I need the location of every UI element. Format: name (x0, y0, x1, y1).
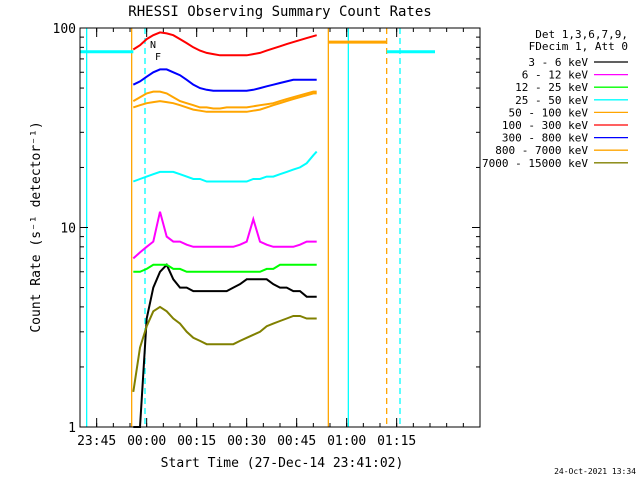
legend-label-6-12-kev: 6 - 12 keV (522, 69, 589, 82)
annotation-f: F (155, 52, 161, 63)
plot-frame (79, 27, 481, 428)
legend-label-12-25-kev: 12 - 25 keV (515, 81, 588, 94)
series-line-800-7000-kev (132, 92, 317, 113)
x-tick-label: 00:00 (127, 434, 166, 449)
x-axis-ticks: 23:45 00:00 00:15 00:30 00:45 01:00 01:15 (77, 28, 481, 449)
legend-label-300-800-kev: 300 - 800 keV (502, 132, 588, 145)
y-axis-label: Count Rate (s⁻¹ detector⁻¹) (29, 121, 44, 332)
legend: Det 1,3,6,7,9,FDecim 1, Att 0 3 - 6 keV6 … (482, 28, 628, 170)
series-line-100-300-kev (132, 31, 317, 57)
series-line-3-6-kev (133, 263, 317, 428)
x-tick-label: 01:15 (377, 434, 416, 449)
series-line-6-12-kev (132, 211, 317, 260)
timestamp: 24-Oct-2021 13:34 (554, 467, 636, 476)
y-tick-label: 10 (60, 222, 76, 237)
y-axis-ticks: 1 10 100 (53, 22, 480, 436)
legend-label-3-6-kev: 3 - 6 keV (528, 56, 588, 69)
legend-label-50-100-kev: 50 - 100 keV (509, 106, 589, 119)
chart-title: RHESSI Observing Summary Count Rates (128, 4, 431, 20)
legend-label-100-300-kev: 100 - 300 keV (502, 119, 588, 132)
y-tick-label: 100 (53, 22, 76, 37)
legend-header: Det 1,3,6,7,9, (535, 28, 628, 41)
x-tick-label: 23:45 (77, 434, 116, 449)
x-tick-label: 01:00 (327, 434, 366, 449)
series-line-7000-15000-kev (132, 305, 317, 393)
legend-label-25-50-kev: 25 - 50 keV (515, 94, 588, 107)
legend-label-7000-15000-kev: 7000 - 15000 keV (482, 157, 588, 170)
x-tick-label: 00:30 (227, 434, 266, 449)
series-line-12-25-kev (133, 263, 317, 273)
y-tick-label: 1 (68, 421, 76, 436)
annotation-n: N (150, 40, 156, 51)
x-tick-label: 00:15 (177, 434, 216, 449)
series-line-300-800-kev (132, 68, 317, 92)
legend-header: FDecim 1, Att 0 (529, 40, 628, 53)
plot-area: NF (80, 28, 435, 428)
x-tick-label: 00:45 (277, 434, 316, 449)
x-axis-label: Start Time (27-Dec-14 23:41:02) (161, 456, 404, 471)
series-line-25-50-kev (132, 150, 318, 183)
legend-label-800-7000-kev: 800 - 7000 keV (495, 144, 588, 157)
series-line-50-100-kev (132, 90, 317, 110)
